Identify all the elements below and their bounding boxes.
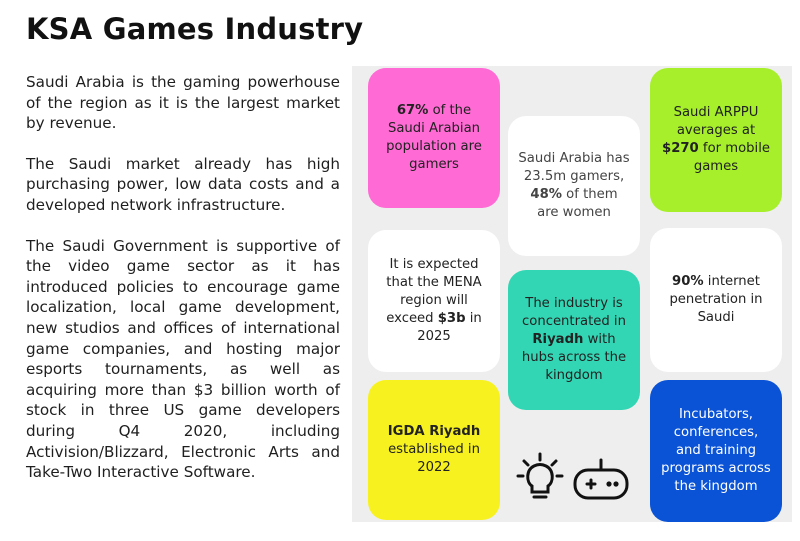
- gamers-percentage-text: of the Saudi Arabian population are game…: [386, 103, 482, 172]
- paragraph-infrastructure: The Saudi market already has high purcha…: [26, 154, 340, 214]
- arppu-value: $270: [662, 141, 699, 156]
- card-arppu: Saudi ARPPU averages at $270 for mobile …: [650, 68, 782, 212]
- card-incubators: Incubators, conferences, and training pr…: [650, 380, 782, 522]
- mena-suffix: in 2025: [417, 311, 482, 344]
- body-text: Saudi Arabia is the gaming powerhouse of…: [26, 72, 340, 503]
- card-gamers-count: Saudi Arabia has 23.5m gamers, 48% of th…: [508, 116, 640, 256]
- mena-text: It is expected that the MENA region will…: [386, 257, 482, 326]
- internet-text: internet penetration in Saudi: [669, 274, 763, 325]
- internet-value: 90%: [672, 274, 704, 289]
- riyadh-value: Riyadh: [532, 332, 584, 347]
- gamepad-icon: [572, 458, 630, 502]
- arppu-text: Saudi ARPPU averages at: [673, 105, 759, 138]
- stats-panel: 67% of the Saudi Arabian population are …: [352, 66, 792, 522]
- igda-text: established in 2022: [388, 442, 480, 475]
- incubators-text: Incubators, conferences, and training pr…: [661, 407, 771, 494]
- women-percentage-value: 48%: [530, 187, 562, 202]
- card-mena-forecast: It is expected that the MENA region will…: [368, 230, 500, 372]
- gamers-count-text: Saudi Arabia has 23.5m gamers,: [518, 151, 630, 184]
- gamers-percentage-value: 67%: [396, 103, 429, 118]
- arppu-suffix: for mobile games: [693, 141, 770, 174]
- card-riyadh-hub: The industry is concentrated in Riyadh w…: [508, 270, 640, 410]
- lightbulb-icon: [516, 452, 564, 504]
- gamers-count-suffix: of them are women: [537, 187, 618, 220]
- card-igda-riyadh: IGDA Riyadh established in 2022: [368, 380, 500, 520]
- igda-title: IGDA Riyadh: [387, 424, 481, 439]
- page-title: KSA Games Industry: [26, 12, 364, 46]
- card-gamers-percentage: 67% of the Saudi Arabian population are …: [368, 68, 500, 208]
- paragraph-market: Saudi Arabia is the gaming powerhouse of…: [26, 73, 340, 133]
- card-internet-penetration: 90% internet penetration in Saudi: [650, 228, 782, 372]
- mena-value: $3b: [437, 311, 466, 326]
- paragraph-government: The Saudi Government is supportive of th…: [26, 236, 340, 482]
- riyadh-text: The industry is concentrated in: [522, 296, 626, 329]
- riyadh-suffix: with hubs across the kingdom: [521, 332, 627, 383]
